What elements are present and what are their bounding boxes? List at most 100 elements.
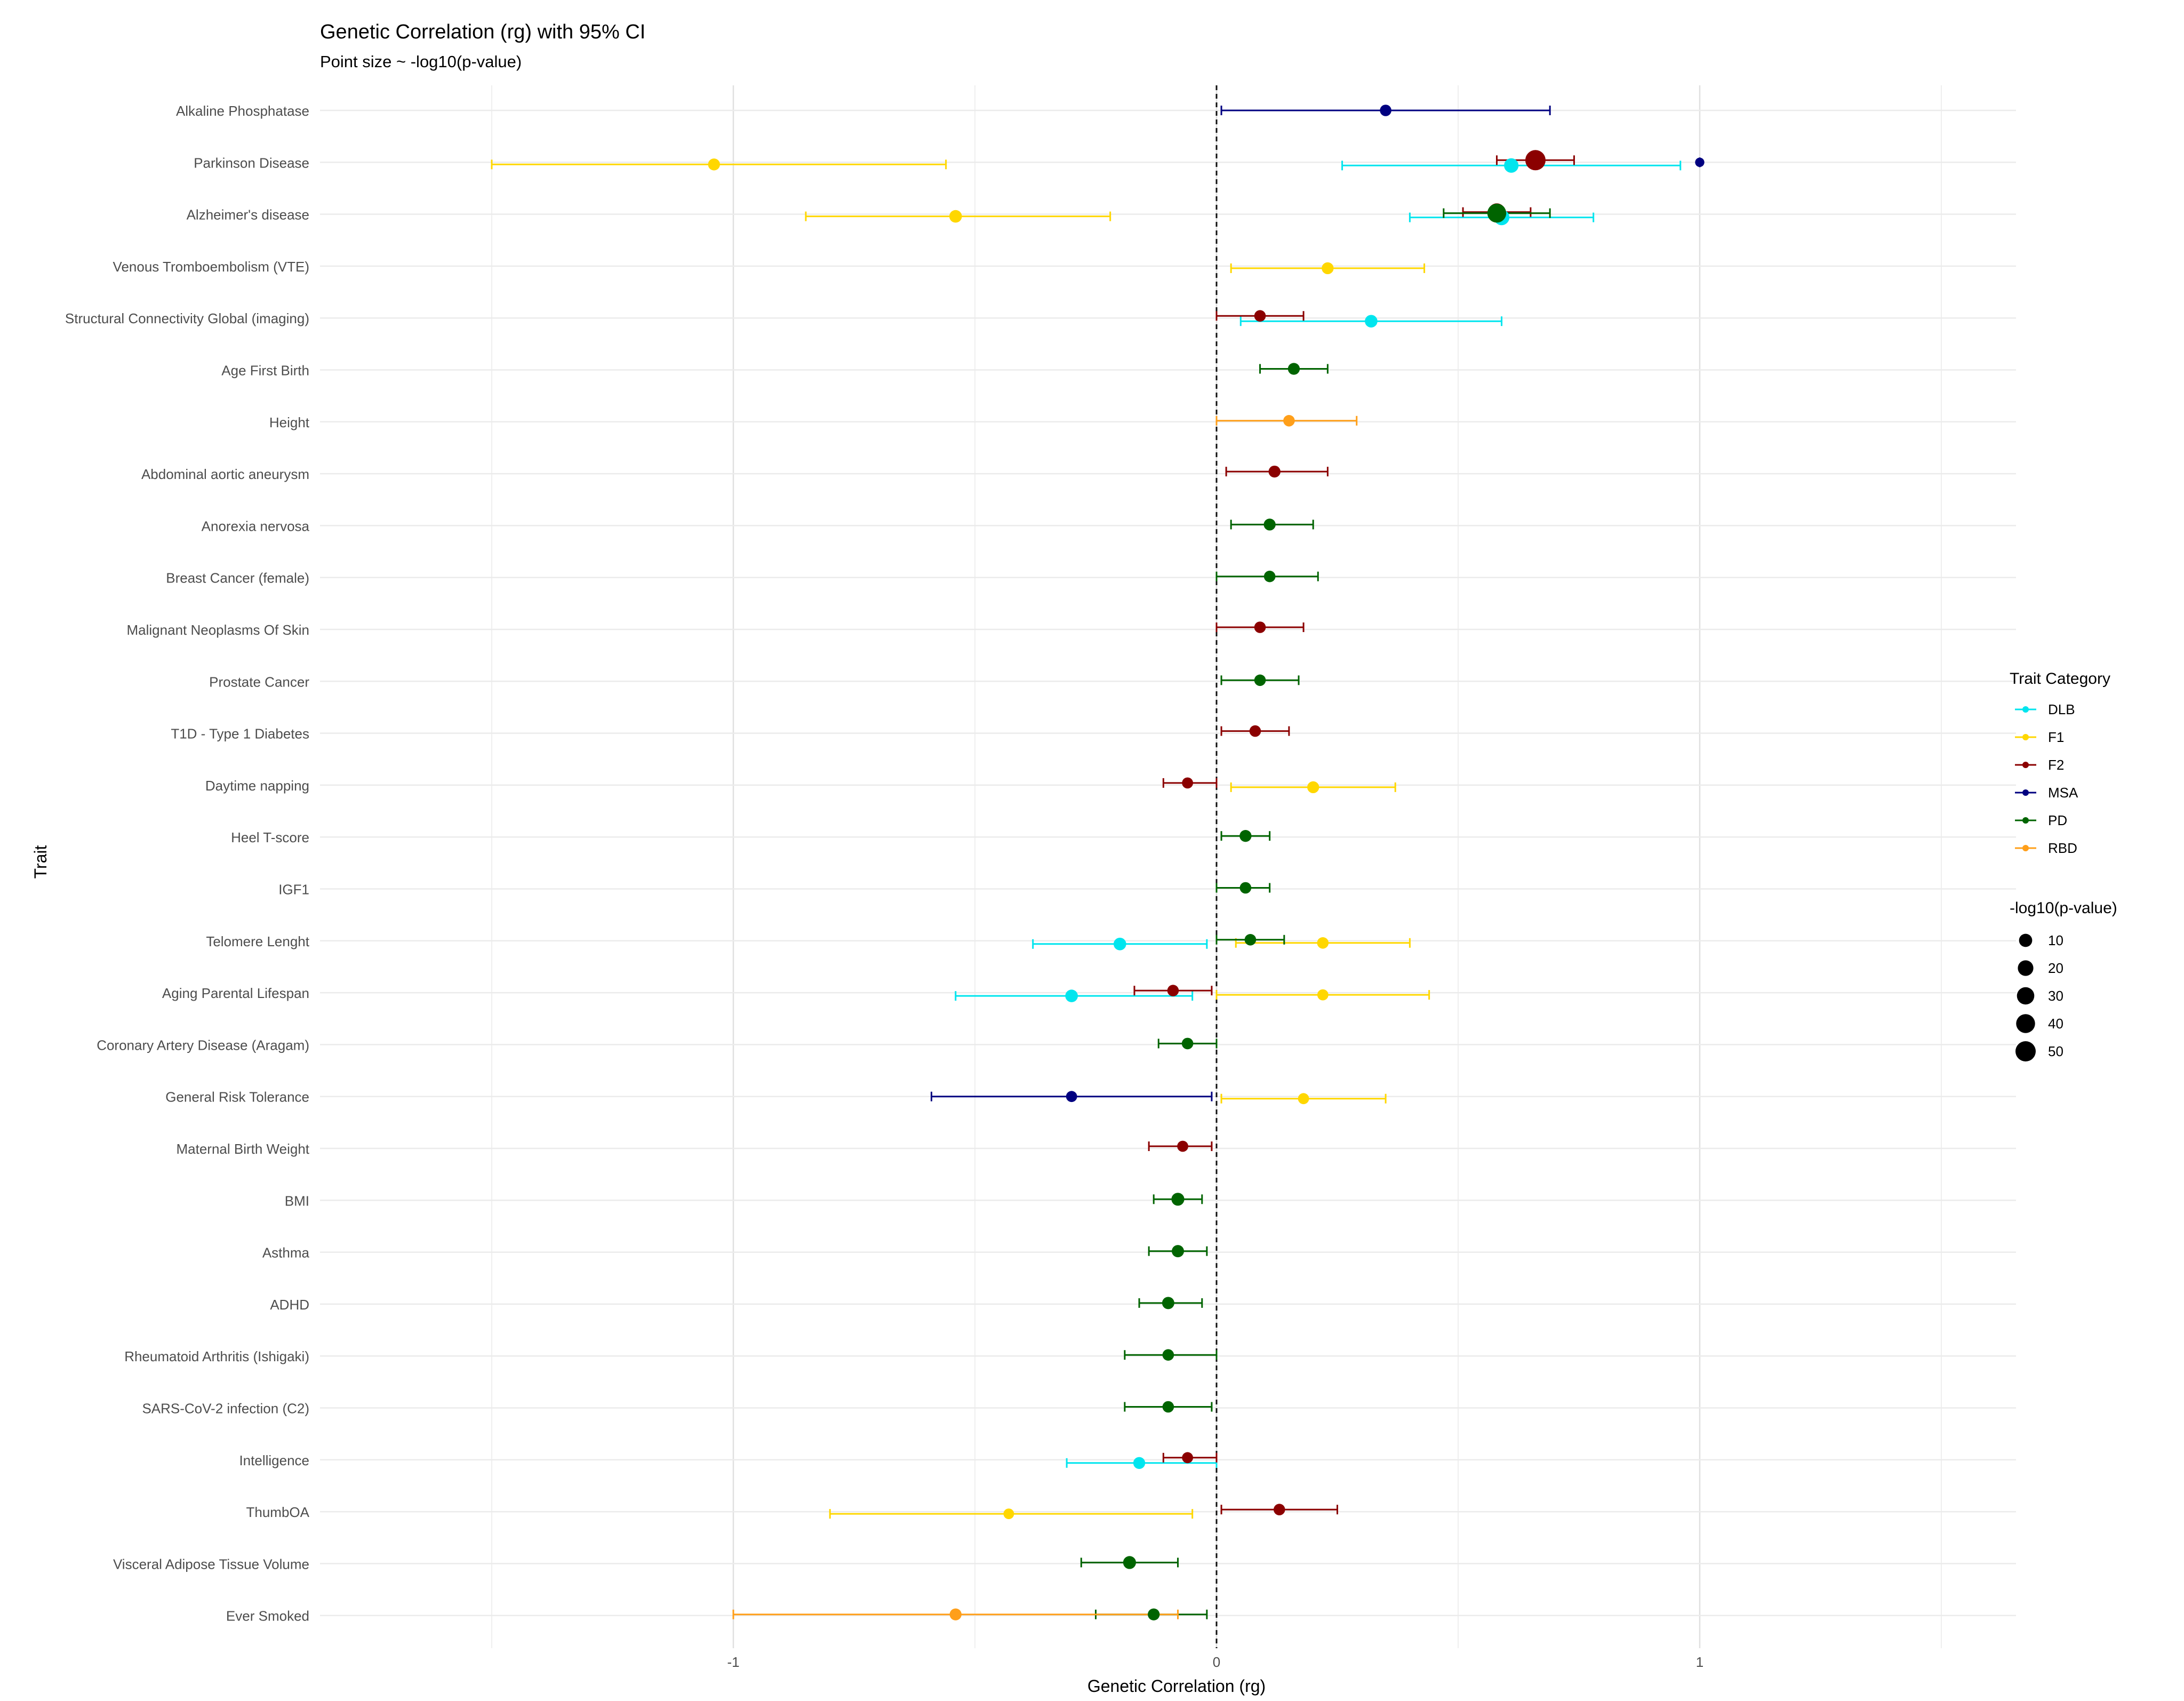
legend-key-point: [2022, 789, 2029, 796]
point-f1-general-risk-tolerance: [1298, 1093, 1309, 1105]
size-legend-label: 20: [2048, 960, 2063, 976]
y-axis-labels: Alkaline Phosphatase Parkinson Disease Alz…: [65, 103, 310, 1624]
y-label-abdominal-aortic-aneurysm: Abdominal aortic aneurysm: [141, 466, 309, 482]
point-f2-abdominal-aortic-aneurysm: [1268, 465, 1281, 478]
y-label-daytime-napping: Daytime napping: [205, 778, 309, 794]
legend-item-f2: F2: [2015, 757, 2064, 773]
y-label-heel-t-score: Heel T-score: [231, 829, 309, 845]
point-pd-coronary-artery-disease-aragam: [1181, 1037, 1194, 1050]
point-pd-rheumatoid-arthritis-ishigaki: [1162, 1349, 1174, 1361]
size-legend-label: 40: [2048, 1016, 2063, 1032]
legend-item-f1: F1: [2015, 729, 2064, 745]
y-label-parkinson-disease: Parkinson Disease: [194, 155, 309, 171]
y-label-anorexia-nervosa: Anorexia nervosa: [202, 518, 310, 534]
legend-label: MSA: [2048, 785, 2078, 801]
y-label-maternal-birth-weight: Maternal Birth Weight: [176, 1141, 309, 1157]
x-tick-label: 0: [1213, 1654, 1220, 1670]
x-tick-label: 1: [1696, 1654, 1703, 1670]
point-f1-thumboa: [1003, 1508, 1014, 1520]
y-label-thumboa: ThumbOA: [246, 1504, 310, 1520]
point-dlb-parkinson-disease: [1504, 158, 1519, 173]
point-f2-daytime-napping: [1182, 777, 1194, 789]
point-f1-alzheimer-s-disease: [949, 210, 962, 223]
chart-subtitle: Point size ~ -log10(p-value): [320, 52, 522, 71]
size-legend-item-20: 20: [2018, 960, 2063, 976]
legend-key-point: [2022, 817, 2029, 824]
size-key-point: [2015, 1041, 2036, 1061]
legend-label: F1: [2048, 729, 2064, 745]
y-label-alkaline-phosphatase: Alkaline Phosphatase: [176, 103, 309, 119]
point-msa-alkaline-phosphatase: [1380, 105, 1391, 116]
point-rbd-ever-smoked: [949, 1608, 962, 1620]
point-f1-aging-parental-lifespan: [1317, 989, 1329, 1001]
point-pd-bmi: [1171, 1193, 1185, 1206]
point-f2-thumboa: [1273, 1504, 1285, 1515]
y-label-intelligence: Intelligence: [239, 1452, 309, 1468]
size-legend-label: 50: [2048, 1043, 2063, 1059]
point-f1-venous-tromboembolism-vte: [1322, 262, 1334, 275]
y-label-telomere-lenght: Telomere Lenght: [206, 933, 309, 949]
x-axis-title: Genetic Correlation (rg): [1087, 1676, 1266, 1696]
y-label-asthma: Asthma: [262, 1245, 310, 1261]
data-points: [708, 105, 1705, 1620]
size-legend-label: 10: [2048, 932, 2063, 948]
y-label-ever-smoked: Ever Smoked: [226, 1608, 309, 1624]
point-dlb-intelligence: [1133, 1457, 1146, 1469]
legend-size-title: -log10(p-value): [2010, 899, 2117, 917]
size-key-point: [2019, 933, 2033, 947]
y-label-age-first-birth: Age First Birth: [221, 363, 309, 379]
x-axis-ticks: -1 0 1: [727, 1654, 1703, 1670]
size-legend-item-50: 50: [2015, 1041, 2063, 1061]
y-label-coronary-artery-disease-aragam: Coronary Artery Disease (Aragam): [97, 1037, 309, 1053]
point-f2-intelligence: [1182, 1452, 1194, 1464]
x-tick-label: -1: [727, 1654, 739, 1670]
legend-key-point: [2022, 845, 2029, 851]
point-pd-telomere-lenght: [1244, 934, 1257, 946]
legend-color-title: Trait Category: [2010, 670, 2110, 688]
point-pd-asthma: [1172, 1245, 1185, 1258]
point-dlb-aging-parental-lifespan: [1065, 989, 1078, 1002]
point-pd-heel-t-score: [1239, 830, 1252, 842]
y-label-aging-parental-lifespan: Aging Parental Lifespan: [162, 985, 309, 1001]
point-f1-daytime-napping: [1307, 781, 1319, 794]
y-label-visceral-adipose-tissue-volume: Visceral Adipose Tissue Volume: [113, 1556, 309, 1572]
legend-key-point: [2022, 706, 2029, 713]
point-pd-igf1: [1239, 882, 1252, 894]
y-label-adhd: ADHD: [270, 1297, 309, 1313]
legend: Trait Category DLB F1 F2 MSA PD RBD -log10(p-va…: [2010, 670, 2117, 1061]
point-pd-breast-cancer-female: [1263, 570, 1276, 582]
point-f2-malignant-neoplasms-of-skin: [1254, 621, 1266, 633]
y-label-venous-tromboembolism-vte: Venous Tromboembolism (VTE): [113, 259, 309, 275]
point-pd-anorexia-nervosa: [1263, 518, 1276, 531]
point-pd-adhd: [1162, 1297, 1174, 1309]
point-f2-maternal-birth-weight: [1177, 1140, 1188, 1152]
y-label-bmi: BMI: [285, 1193, 309, 1209]
point-msa-parkinson-disease: [1695, 157, 1705, 167]
y-label-prostate-cancer: Prostate Cancer: [209, 674, 309, 690]
y-label-malignant-neoplasms-of-skin: Malignant Neoplasms Of Skin: [127, 622, 309, 638]
legend-item-rbd: RBD: [2015, 840, 2077, 856]
point-f1-parkinson-disease: [708, 158, 720, 171]
legend-item-dlb: DLB: [2015, 701, 2075, 717]
y-label-height: Height: [269, 414, 310, 430]
y-label-structural-connectivity-global-imaging: Structural Connectivity Global (imaging): [65, 310, 309, 326]
point-pd-visceral-adipose-tissue-volume: [1123, 1556, 1137, 1569]
y-label-igf1: IGF1: [278, 882, 309, 898]
size-legend-item-30: 30: [2017, 987, 2063, 1005]
point-pd-ever-smoked: [1148, 1608, 1160, 1620]
y-label-general-risk-tolerance: General Risk Tolerance: [165, 1089, 309, 1105]
point-f2-parkinson-disease: [1525, 150, 1546, 171]
size-legend-item-10: 10: [2019, 932, 2063, 948]
legend-label: DLB: [2048, 701, 2075, 717]
y-label-sars-cov-2-infection-c2: SARS-CoV-2 infection (C2): [142, 1401, 309, 1417]
size-key-point: [2018, 960, 2034, 976]
legend-item-msa: MSA: [2015, 785, 2078, 801]
legend-label: PD: [2048, 812, 2067, 828]
point-msa-general-risk-tolerance: [1066, 1091, 1077, 1103]
y-axis-title: Trait: [31, 845, 50, 879]
y-label-breast-cancer-female: Breast Cancer (female): [166, 570, 309, 586]
y-label-rheumatoid-arthritis-ishigaki: Rheumatoid Arthritis (Ishigaki): [124, 1348, 309, 1364]
point-dlb-structural-connectivity-global-imaging: [1365, 315, 1378, 328]
